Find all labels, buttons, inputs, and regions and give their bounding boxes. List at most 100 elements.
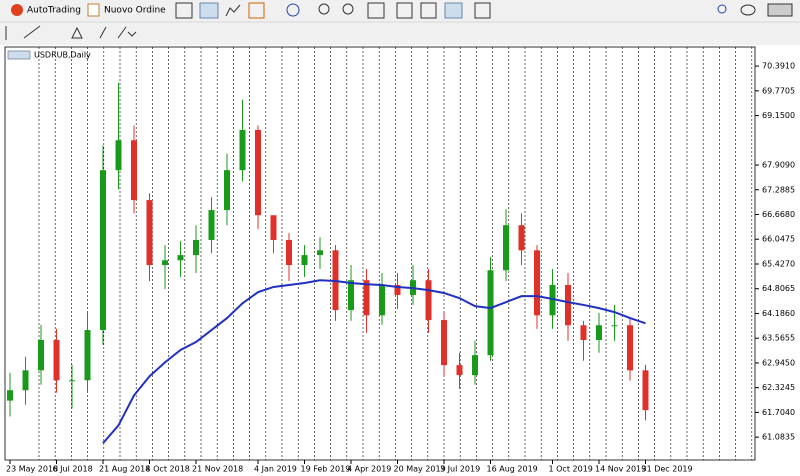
x-tick-label: 21 Nov 2018: [192, 465, 243, 474]
autotrading-label: AutoTrading: [27, 6, 81, 16]
x-tick-label: 20 May 2019: [394, 465, 446, 474]
new-order-icon: [87, 3, 100, 17]
more-tools[interactable]: [117, 26, 137, 39]
candle-body: [441, 320, 447, 366]
candle-body: [177, 255, 184, 261]
candle-body: [7, 390, 13, 401]
x-tick-label: 3 Jul 2019: [440, 465, 480, 474]
candle-body: [84, 330, 91, 381]
candle-body: [456, 365, 463, 376]
y-tick-label: 69.7705: [762, 86, 795, 95]
chart-title: USDRUB,Daily: [34, 51, 91, 60]
fibo-tool[interactable]: [99, 26, 107, 39]
chart-icon: [7, 50, 31, 60]
candle-body: [487, 270, 494, 356]
y-tick-label: 64.1860: [762, 309, 795, 318]
toolbar-icons: [5, 2, 793, 40]
candle-body: [146, 200, 153, 266]
properties-tool[interactable]: [474, 2, 491, 19]
y-tick-label: 63.5655: [762, 334, 795, 343]
chat-tool[interactable]: [740, 4, 756, 16]
candle-body: [193, 239, 199, 256]
candle-body: [69, 380, 75, 382]
autoscroll-tool[interactable]: [444, 2, 463, 19]
plot: 70.3910 69.7705 69.1500 67.9090 67.2885 66.66…: [6, 62, 795, 474]
candle-body: [208, 210, 215, 240]
x-tick-label: 14 Nov 2019: [595, 465, 646, 474]
candle-body: [379, 284, 385, 316]
y-tick-label: 67.9090: [762, 161, 795, 170]
candle-body: [611, 325, 618, 327]
candle-body: [115, 140, 122, 171]
autotrading-icon: [11, 4, 23, 16]
x-tick-label: 4 Oct 2018: [146, 465, 190, 474]
plot-area: [4, 46, 756, 461]
candle-body: [565, 284, 571, 326]
candle-body: [394, 284, 401, 295]
x-tick-label: 21 Aug 2018: [99, 465, 150, 474]
candle-body: [270, 215, 277, 240]
candle-body: [596, 325, 602, 341]
zoom-in-tool[interactable]: [318, 3, 330, 15]
candle-body: [286, 239, 292, 266]
clock-tool[interactable]: [286, 3, 300, 17]
x-tick-label: 23 May 2018: [6, 465, 58, 474]
candle-body: [53, 340, 60, 381]
line-tool[interactable]: [225, 4, 241, 17]
candle-body: [503, 225, 509, 271]
y-tick-label: 70.3910: [762, 62, 795, 71]
shape-tool[interactable]: [71, 26, 83, 39]
candle-body: [22, 370, 29, 391]
shift-tool[interactable]: [420, 2, 437, 19]
candle-body: [131, 140, 137, 201]
x-tick-label: 1 Oct 2019: [549, 465, 593, 474]
candle-body: [317, 250, 323, 256]
x-tick-label: 16 Aug 2019: [487, 465, 538, 474]
scroll-tool[interactable]: [396, 2, 413, 19]
trendline-tool[interactable]: [23, 25, 41, 39]
autotrading-button[interactable]: AutoTrading: [11, 4, 81, 16]
x-tick-label: 6 Jul 2018: [53, 465, 93, 474]
x-tick-label: 19 Feb 2019: [301, 465, 351, 474]
y-tick-label: 65.4270: [762, 259, 795, 268]
bar-chart-tool[interactable]: [175, 2, 193, 19]
zoom-out-tool[interactable]: [342, 3, 354, 15]
candle-body: [642, 370, 649, 411]
new-order-button[interactable]: Nuovo Ordine: [87, 3, 166, 17]
template-tool[interactable]: [248, 2, 265, 19]
y-tick-label: 69.1500: [762, 111, 795, 120]
y-tick-label: 62.9450: [762, 358, 795, 367]
candle-body: [38, 340, 44, 371]
candle-body: [518, 225, 525, 251]
candle-body: [100, 170, 106, 331]
moving-average: [102, 279, 646, 444]
candle-body: [224, 170, 230, 211]
candle-body: [534, 250, 540, 316]
new-order-label: Nuovo Ordine: [104, 6, 166, 16]
candle-body: [580, 325, 587, 341]
candle-body: [239, 129, 246, 171]
x-tick-label: 4 Apr 2019: [347, 465, 391, 474]
candle-body: [162, 260, 168, 266]
y-tick-label: 64.8065: [762, 284, 795, 293]
x-tick-label: 4 Jan 2019: [254, 465, 297, 474]
y-tick-label: 66.0475: [762, 235, 795, 244]
candle-body: [425, 280, 432, 321]
candle-body: [348, 280, 354, 311]
search-tool[interactable]: [717, 4, 727, 14]
candle-body: [627, 325, 633, 371]
y-tick-label: 61.7040: [762, 408, 795, 417]
y-tick-label: 67.2885: [762, 185, 795, 194]
candle-body: [549, 284, 556, 316]
y-tick-label: 62.3245: [762, 383, 795, 392]
candle-body: [363, 280, 370, 316]
candle-tool[interactable]: [199, 2, 219, 19]
menu-tool[interactable]: [767, 3, 793, 17]
x-tick-label: 31 Dec 2019: [642, 465, 693, 474]
candle-body: [301, 255, 308, 266]
y-tick-label: 66.6680: [762, 210, 795, 219]
candle-body: [255, 129, 261, 216]
tile-tool[interactable]: [367, 2, 385, 19]
